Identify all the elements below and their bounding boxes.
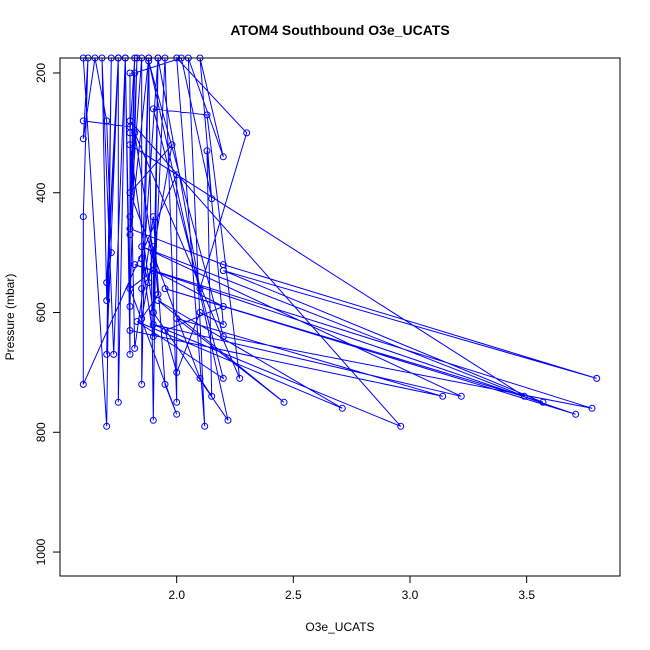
data-point [173, 171, 181, 179]
data-point [539, 398, 547, 406]
data-point [161, 380, 169, 388]
data-point [520, 392, 528, 400]
data-point [79, 380, 87, 388]
x-axis: 2.0 2.5 3.0 3.5 [168, 575, 535, 602]
data-point [219, 303, 227, 310]
data-point [149, 321, 157, 328]
data-point [173, 368, 181, 376]
data-point [126, 123, 134, 131]
data-point [439, 392, 447, 400]
data-point [219, 267, 227, 275]
data-point [219, 153, 227, 161]
data-point [173, 315, 181, 322]
data-point [338, 404, 346, 412]
data-point [173, 410, 181, 418]
data-point [168, 141, 176, 149]
data-point [138, 380, 146, 388]
data-point [126, 69, 134, 77]
data-point [114, 398, 122, 406]
plot-area [79, 54, 601, 430]
series-line [82, 56, 597, 427]
data-point [79, 117, 87, 125]
y-tick-label: 200 [34, 63, 48, 83]
data-point [196, 285, 204, 293]
data-point [173, 398, 181, 406]
x-tick-label: 3.5 [518, 588, 535, 602]
data-point [126, 225, 134, 233]
data-point [131, 261, 139, 269]
data-point [224, 416, 232, 424]
data-point [126, 327, 134, 334]
data-point [126, 189, 134, 197]
x-tick-label: 2.0 [168, 588, 185, 602]
data-point [397, 422, 405, 430]
chart-title: ATOM4 Southbound O3e_UCATS [230, 22, 449, 38]
data-point [161, 285, 169, 293]
data-point [126, 285, 134, 293]
data-point [107, 249, 115, 257]
data-point [149, 213, 157, 221]
x-tick-label: 2.5 [285, 588, 302, 602]
data-point [219, 374, 227, 382]
data-point [103, 117, 111, 125]
data-point [203, 111, 211, 119]
data-point [103, 279, 111, 287]
data-point [161, 327, 169, 334]
data-point [138, 315, 146, 322]
data-point [79, 135, 87, 143]
x-axis-label: O3e_UCATS [305, 620, 374, 634]
data-point [131, 129, 139, 137]
data-point [103, 350, 111, 358]
data-point [126, 303, 134, 310]
y-tick-label: 400 [34, 182, 48, 202]
data-point [126, 213, 134, 221]
data-point [79, 213, 87, 221]
data-point [103, 422, 111, 430]
data-point [457, 392, 465, 400]
data-point [103, 297, 111, 304]
data-point [149, 267, 157, 275]
data-point [149, 105, 157, 113]
data-point [149, 333, 157, 340]
data-point [131, 344, 139, 352]
data-point [196, 309, 204, 316]
y-tick-label: 800 [34, 422, 48, 442]
data-point [243, 129, 251, 137]
y-tick-label: 1000 [34, 538, 48, 565]
data-point [126, 350, 134, 358]
data-point [149, 243, 157, 251]
data-point [138, 255, 146, 263]
data-point [145, 279, 153, 287]
data-point [219, 333, 227, 340]
data-point [138, 285, 146, 293]
data-point [208, 392, 216, 400]
data-point [203, 147, 211, 155]
data-point [593, 374, 601, 382]
data-point [236, 374, 244, 382]
data-point [126, 141, 134, 149]
data-point [219, 321, 227, 328]
x-tick-label: 3.0 [402, 588, 419, 602]
data-point [208, 195, 216, 203]
data-point [131, 69, 139, 77]
y-axis: 200 400 600 800 1000 [34, 63, 61, 565]
data-point [201, 422, 209, 430]
y-tick-label: 600 [34, 302, 48, 322]
data-point [149, 416, 157, 424]
data-point [110, 350, 118, 358]
data-point [154, 291, 162, 298]
data-point [138, 243, 146, 251]
data-point [280, 398, 288, 406]
data-point [149, 309, 157, 316]
data-point [572, 410, 580, 418]
data-point [588, 404, 596, 412]
data-point [196, 374, 204, 382]
y-axis-label: Pressure (mbar) [3, 274, 17, 361]
